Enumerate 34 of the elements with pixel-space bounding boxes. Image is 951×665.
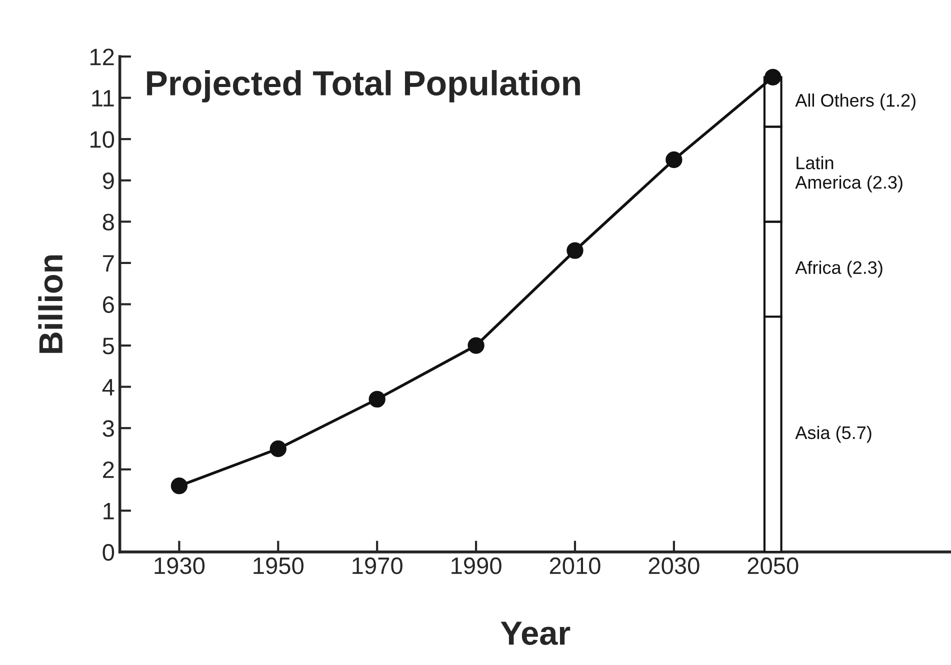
y-tick-label: 12 — [90, 48, 114, 66]
y-tick-label: 9 — [102, 172, 114, 190]
y-tick-label: 10 — [90, 131, 114, 148]
x-tick-label: 2050 — [748, 557, 798, 574]
y-tick-label: 8 — [102, 214, 114, 230]
y-tick-label: 4 — [102, 379, 114, 396]
series-label: All Others (1.2) — [795, 94, 916, 110]
y-tick-label: 6 — [103, 296, 114, 314]
point — [468, 337, 484, 354]
y-tick-label: 7 — [103, 255, 114, 272]
series-label: Asia (5.7) — [795, 426, 872, 443]
point — [170, 478, 188, 494]
point — [566, 242, 584, 259]
y-tick-label: 0 — [102, 544, 114, 561]
y-tick-label: 5 — [102, 338, 114, 354]
chart-title: Projected Total Population — [147, 70, 580, 102]
x-tick-label: 1970 — [352, 557, 402, 574]
point — [666, 151, 682, 168]
x-axis-title: Year — [500, 622, 570, 645]
x-tick-label: 2010 — [550, 557, 600, 574]
y-tick-label: 2 — [103, 461, 114, 478]
point — [764, 68, 782, 86]
point — [368, 390, 386, 408]
x-tick-label: 1950 — [254, 557, 304, 574]
series-label: Africa (2.3) — [795, 260, 882, 278]
y-tick-label: 1 — [104, 502, 114, 520]
x-tick-label: 1930 — [154, 557, 205, 574]
point — [270, 440, 286, 458]
y-tick-label: 3 — [102, 420, 114, 437]
y-axis-title: Billion — [38, 255, 63, 353]
x-tick-label: 1990 — [452, 557, 502, 574]
x-tick-label: 2030 — [648, 557, 700, 574]
series-label: Latin America (2.3) — [795, 156, 902, 192]
y-tick-label: 11 — [92, 90, 114, 106]
